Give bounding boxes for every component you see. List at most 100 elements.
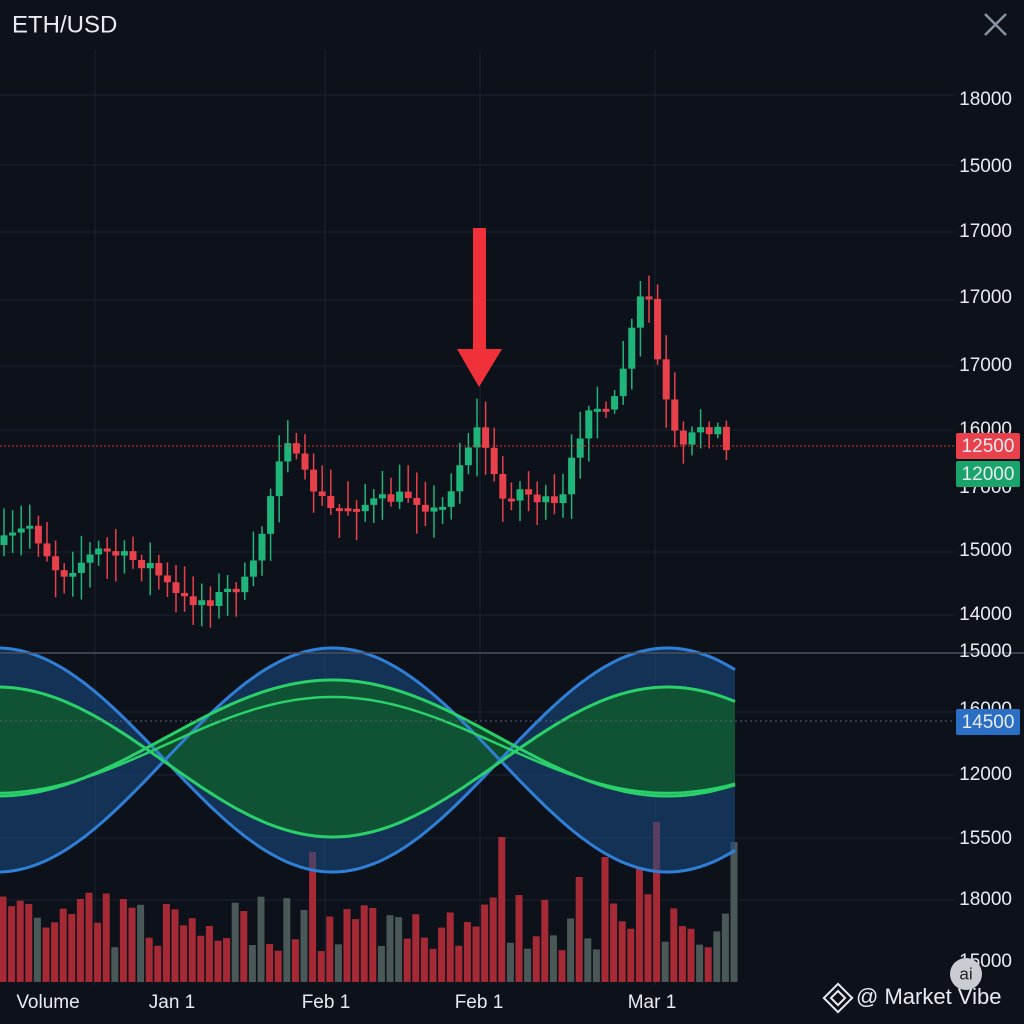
- price-label: 17000: [959, 221, 1012, 242]
- candle-body: [69, 572, 77, 577]
- candle-body: [198, 600, 206, 606]
- candle-body: [387, 494, 395, 502]
- volume-bar: [472, 926, 480, 982]
- volume-bar: [16, 900, 24, 982]
- candle-body: [396, 491, 404, 502]
- time-label: Jan 1: [149, 992, 195, 1013]
- candle-body: [275, 461, 283, 497]
- volume-bar: [180, 925, 188, 982]
- candle-body: [0, 535, 8, 545]
- candle-body: [447, 491, 455, 507]
- volume-bar: [283, 898, 291, 982]
- time-label: Mar 1: [628, 992, 677, 1013]
- candle-body: [525, 489, 533, 495]
- band-line: [0, 685, 736, 839]
- volume-bar: [377, 945, 385, 982]
- volume-bar: [463, 921, 471, 982]
- pair-title: ETH/USD: [12, 11, 117, 38]
- candle-body: [9, 532, 17, 536]
- volume-bar: [653, 822, 661, 982]
- volume-bar: [403, 938, 411, 982]
- volume-bar: [274, 950, 282, 982]
- volume-bar: [455, 945, 463, 982]
- volume-bar: [128, 907, 136, 982]
- candle-body: [249, 560, 257, 577]
- candle-body: [258, 533, 266, 561]
- candle-body: [421, 504, 429, 512]
- volume-bar: [291, 939, 299, 982]
- volume-bar: [309, 852, 317, 982]
- candle-body: [456, 465, 464, 492]
- candle-body: [60, 570, 68, 577]
- candle-body: [593, 408, 601, 412]
- candle-body: [559, 494, 567, 504]
- candle-body: [507, 498, 515, 502]
- candle-body: [163, 575, 171, 583]
- volume-bar: [584, 938, 592, 982]
- candle-body: [671, 399, 679, 431]
- candle-body: [361, 504, 369, 512]
- price-label: 15000: [959, 540, 1012, 561]
- volume-bar: [592, 949, 600, 982]
- volume-bar: [119, 899, 127, 982]
- band-line: [0, 678, 736, 798]
- volume-bar: [8, 906, 16, 982]
- volume-bar: [687, 928, 695, 982]
- price-label: 18000: [959, 889, 1012, 910]
- candle-body: [26, 525, 34, 529]
- volume-bar: [446, 912, 454, 982]
- candle-body: [654, 298, 662, 360]
- band-line: [0, 695, 736, 795]
- ai-badge[interactable]: [950, 958, 982, 990]
- candle-body: [378, 494, 386, 499]
- price-badge-text: 12500: [962, 436, 1015, 457]
- candle-body: [714, 426, 722, 435]
- candle-body: [636, 296, 644, 328]
- volume-bar: [438, 927, 446, 982]
- candle-body: [550, 496, 558, 504]
- ai-badge-text: ai: [959, 964, 972, 983]
- candle-body: [645, 296, 653, 300]
- volume-bar: [76, 898, 84, 982]
- candle-body: [310, 469, 318, 492]
- volume-bar: [515, 895, 523, 982]
- volume-bar: [223, 938, 231, 982]
- volume-bar: [33, 917, 41, 982]
- candle-body: [516, 489, 524, 501]
- candle-body: [284, 443, 292, 462]
- time-label: Volume: [16, 992, 79, 1013]
- volume-bar: [334, 944, 342, 982]
- candle-body: [292, 443, 300, 454]
- candle-body: [17, 528, 25, 533]
- volume-bar: [25, 903, 33, 982]
- volume-bar: [343, 909, 351, 982]
- price-label: 18000: [959, 89, 1012, 110]
- volume-bar: [730, 842, 738, 982]
- candle-body: [241, 576, 249, 593]
- candle-body: [430, 507, 438, 512]
- candle-body: [189, 596, 197, 606]
- volume-bar: [197, 935, 205, 982]
- volume-bar: [420, 937, 428, 982]
- candle-body: [576, 438, 584, 458]
- price-label: 17000: [959, 355, 1012, 376]
- volume-bar: [137, 904, 145, 982]
- candle-body: [215, 592, 223, 606]
- volume-bar: [541, 899, 549, 982]
- volume-bar: [68, 914, 76, 982]
- volume-bar: [601, 857, 609, 982]
- price-badge: [956, 433, 1020, 459]
- candle-body: [327, 495, 335, 509]
- candle-body: [267, 496, 275, 534]
- candle-body: [232, 588, 240, 593]
- volume-bar: [704, 947, 712, 982]
- volume-bar: [360, 905, 368, 982]
- candle-body: [697, 427, 705, 433]
- candle-body: [619, 368, 627, 397]
- volume-bar: [412, 914, 420, 982]
- volume-bar: [627, 928, 635, 982]
- candle-body: [722, 426, 730, 451]
- candle-body: [224, 588, 232, 593]
- close-button[interactable]: [984, 13, 1007, 36]
